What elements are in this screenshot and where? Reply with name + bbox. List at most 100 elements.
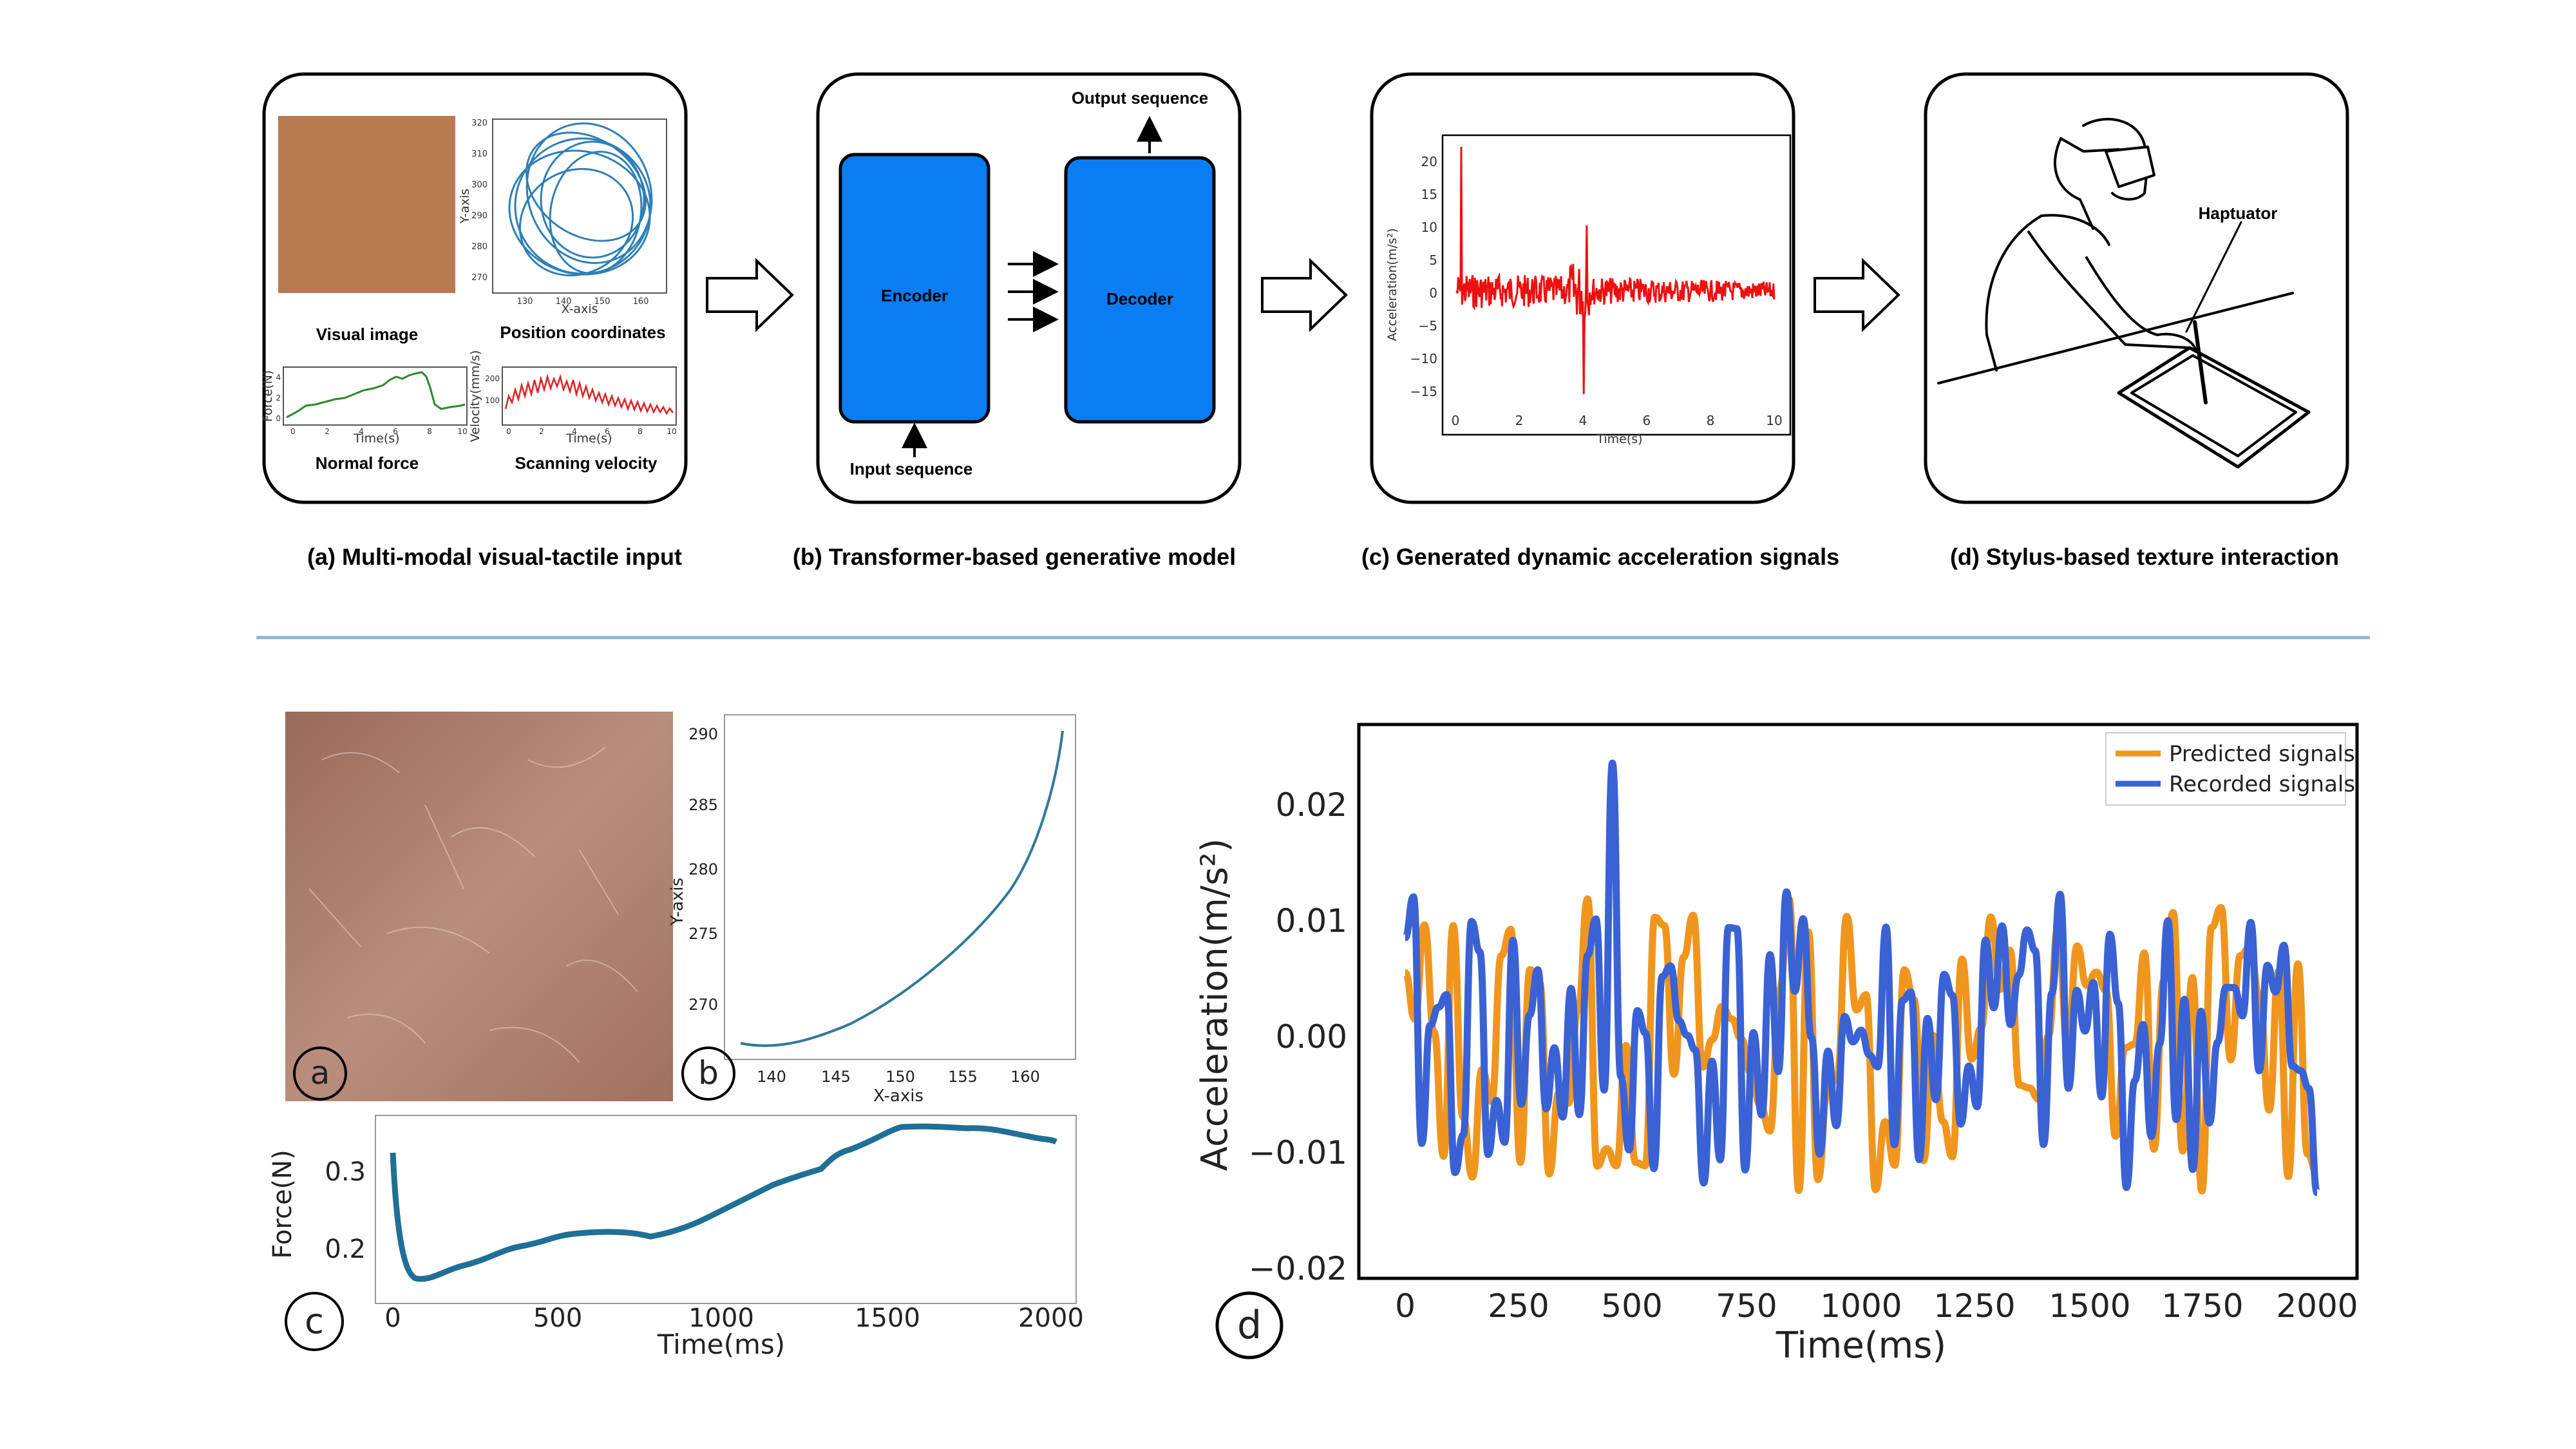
legend-recorded: Recorded signals [2169, 772, 2355, 797]
gen-xtick: 6 [1643, 413, 1651, 428]
input-sequence-label: Input sequence [850, 459, 973, 478]
generated-accel-plot: 20 15 10 5 0 −5 −10 −15 Acceleration(m/s… [1385, 134, 1792, 446]
accel-ytick: −0.02 [1249, 1250, 1347, 1287]
vel-xtick: 0 [506, 427, 511, 436]
force-ytick: 0.2 [325, 1235, 366, 1264]
generated-accel-signal [1455, 146, 1776, 395]
haptuator-label: Haptuator [2199, 204, 2278, 223]
texture-photo [285, 712, 673, 1101]
force-xlabel: Time(ms) [657, 1329, 785, 1360]
accel-xtick: 0 [1395, 1287, 1416, 1325]
caption-c: (c) Generated dynamic acceleration signa… [1361, 544, 1839, 570]
force-ylabel: Force(N) [268, 1150, 298, 1258]
gen-ytick: 10 [1421, 220, 1437, 235]
legend: Predicted signals Recorded signals [2105, 732, 2355, 806]
gen-ytick: −5 [1419, 318, 1437, 334]
traj-xtick: 150 [886, 1068, 915, 1086]
legend-predicted: Predicted signals [2169, 741, 2355, 767]
traj-ytick: 285 [688, 796, 718, 814]
accel-xtick: 1500 [2049, 1287, 2130, 1325]
pos-xtick: 160 [633, 297, 649, 307]
position-label: Position coordinates [500, 323, 665, 342]
pos-xtick: 150 [594, 297, 611, 307]
gen-xtick: 10 [1766, 413, 1782, 428]
force-ytick: 0 [276, 414, 281, 423]
vel-xtick: 10 [667, 427, 676, 436]
traj-ytick: 280 [688, 860, 718, 878]
force-xtick: 6 [393, 427, 398, 436]
label-b: b [698, 1054, 719, 1092]
gen-ylabel: Acceleration(m/s²) [1385, 228, 1399, 341]
gen-ytick: −15 [1410, 384, 1437, 399]
traj-ytick: 270 [688, 996, 718, 1014]
force-time-plot: 0.3 0.2 Force(N) 0 500 1000 1500 2000 Ti… [268, 1115, 1084, 1360]
pos-xtick: 140 [556, 297, 572, 307]
decoder-block [1064, 156, 1216, 424]
traj-ytick: 275 [688, 925, 718, 943]
force-ylabel: Force(N) [261, 370, 275, 422]
pos-ytick: 290 [471, 211, 488, 221]
gen-xtick: 0 [1452, 413, 1460, 428]
gen-ytick: 0 [1429, 285, 1437, 301]
recorded-signal-line [1401, 759, 2321, 1197]
pos-xlabel: X-axis [562, 302, 598, 316]
output-sequence-label: Output sequence [1072, 88, 1208, 108]
accel-xtick: 1250 [1933, 1287, 2015, 1325]
traj-xtick: 140 [757, 1068, 786, 1086]
force-xtick: 0 [384, 1303, 401, 1333]
accel-xtick: 1000 [1820, 1287, 1902, 1325]
accel-xtick: 500 [1601, 1287, 1662, 1325]
trajectory-plot: 290 285 280 275 270 Y-axis 140 145 150 1… [668, 714, 1076, 1106]
acceleration-comparison-plot: Predicted signals Recorded signals 0.02 … [1194, 723, 2359, 1367]
traj-ytick: 290 [688, 725, 718, 743]
visual-image [278, 116, 455, 293]
force-xtick: 4 [359, 427, 364, 436]
vel-xtick: 2 [539, 427, 544, 436]
force-xlabel: Time(s) [353, 431, 399, 446]
label-b-circle [681, 1046, 735, 1101]
encoder-decoder-arrows [1008, 251, 1059, 332]
accel-xtick: 750 [1716, 1287, 1777, 1325]
encoder-label: Encoder [881, 286, 948, 305]
force-xtick: 8 [427, 427, 432, 436]
flow-arrow-1 [706, 258, 794, 332]
gen-ytick: −10 [1410, 351, 1437, 366]
caption-d: (d) Stylus-based texture interaction [1950, 544, 2339, 570]
force-ytick: 2 [276, 393, 281, 402]
traj-xtick: 155 [948, 1068, 978, 1086]
pos-ytick: 280 [471, 242, 488, 252]
position-plot: 320 310 300 290 280 270 Y-axis 130 140 1… [458, 118, 667, 316]
force-xtick: 1500 [855, 1303, 920, 1333]
normal-force-line [286, 371, 466, 419]
flow-arrow-2 [1261, 258, 1348, 332]
accel-xtick: 2000 [2276, 1287, 2358, 1325]
pos-xtick: 130 [517, 297, 533, 307]
force-xtick: 1000 [688, 1303, 754, 1333]
force-ytick: 4 [276, 373, 281, 382]
label-c-circle [285, 1292, 344, 1351]
scanning-velocity-plot: 200 100 Velocity(mm/s) 0 2 4 6 8 10 Time… [468, 350, 677, 446]
gen-xtick: 4 [1579, 413, 1587, 428]
force-xtick: 2 [325, 427, 330, 436]
label-d: d [1237, 1303, 1262, 1348]
force-xtick: 2000 [1018, 1303, 1084, 1333]
pos-ytick: 320 [471, 118, 488, 128]
caption-b: (b) Transformer-based generative model [793, 544, 1236, 570]
gen-ytick: 20 [1421, 154, 1437, 169]
label-c: c [305, 1301, 324, 1341]
gen-ytick: 15 [1421, 187, 1437, 202]
vel-ytick: 100 [485, 396, 500, 405]
label-d-circle [1215, 1291, 1283, 1359]
traj-ylabel: Y-axis [668, 878, 687, 926]
accel-ytick: 0.01 [1276, 902, 1347, 940]
pos-ytick: 310 [471, 149, 488, 159]
vel-xtick: 6 [605, 427, 610, 436]
accel-xlabel: Time(ms) [1776, 1325, 1946, 1367]
label-a-circle [293, 1046, 347, 1101]
pos-yticks: 320 310 300 290 280 270 [471, 118, 488, 283]
position-loops [508, 122, 653, 277]
gen-xtick: 8 [1707, 413, 1715, 428]
gen-ytick: 5 [1429, 252, 1437, 268]
vel-ytick: 200 [485, 374, 500, 383]
